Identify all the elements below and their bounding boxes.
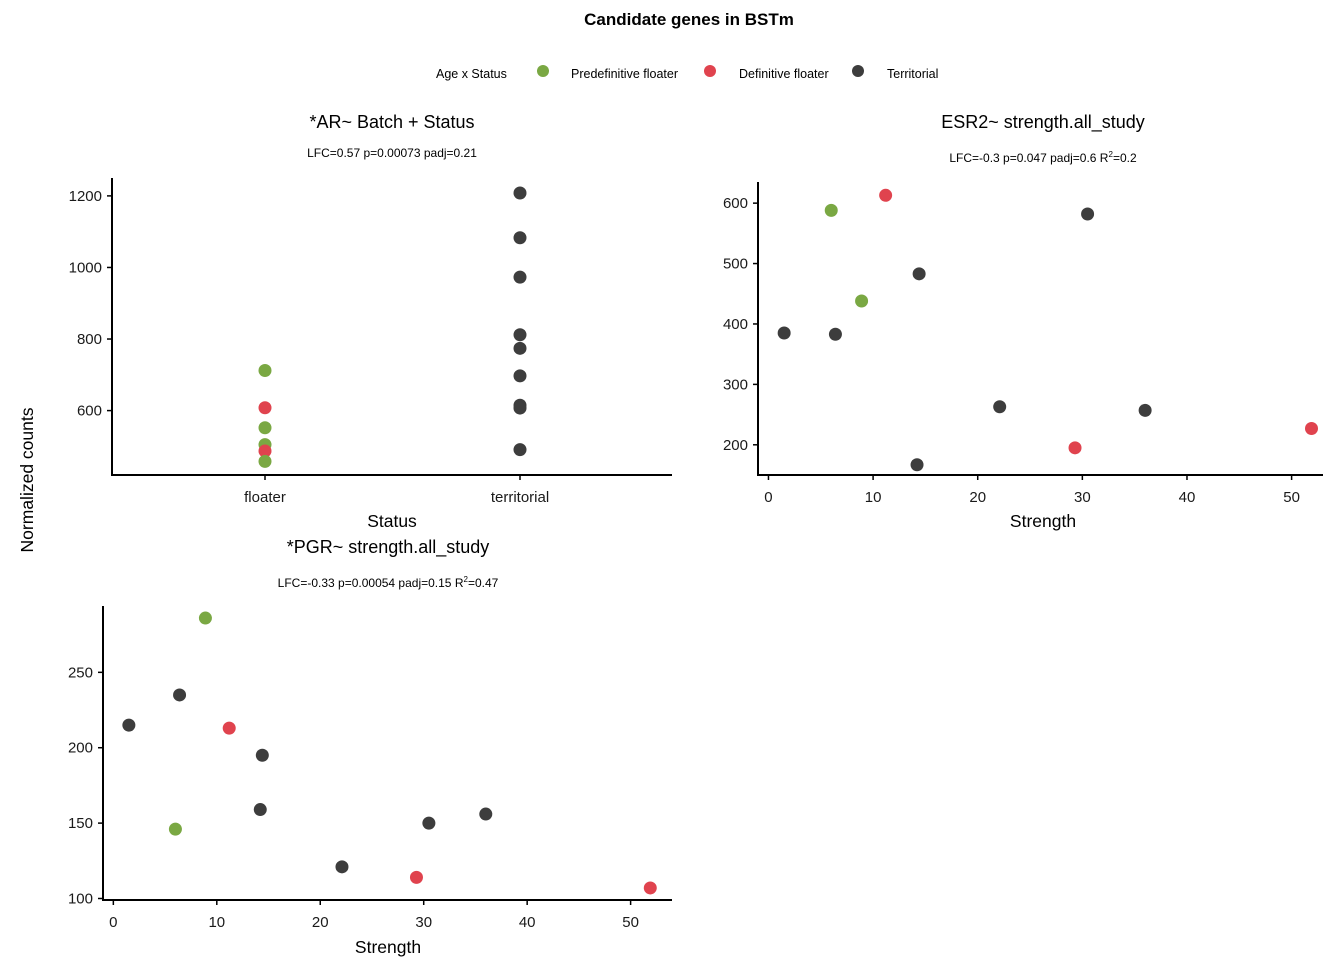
x-tick-label: 40 [1179, 489, 1196, 506]
panel-ar-subtitle: LFC=0.57 p=0.00073 padj=0.21 [307, 146, 477, 160]
y-tick-label: 1000 [69, 259, 102, 276]
panel-ar-title: *AR~ Batch + Status [309, 112, 474, 132]
data-point-terr [255, 748, 269, 762]
data-point-terr [910, 458, 924, 472]
data-point-pre [824, 203, 838, 217]
data-point-terr [422, 816, 436, 830]
y-tick-label: 300 [723, 376, 748, 393]
x-tick-label: 0 [109, 914, 117, 931]
legend-title: Age x Status [436, 67, 507, 81]
panel-pgr: *PGR~ strength.all_study LFC=-0.33 p=0.0… [68, 537, 672, 957]
panel-ar-plot: 600 800 1000 1200 floater territorial [69, 178, 672, 506]
data-point-terr [1138, 403, 1152, 417]
panel-ar-x-label: Status [367, 511, 417, 531]
panel-esr2-subtitle-sup: 2 [1108, 150, 1113, 159]
data-point-terr [1081, 207, 1095, 221]
data-point-terr [173, 688, 187, 702]
x-tick-label: 30 [415, 914, 432, 931]
data-point-pre [855, 294, 869, 308]
data-point-terr [513, 328, 527, 342]
figure-title: Candidate genes in BSTm [584, 10, 794, 29]
y-tick-label: 1200 [69, 188, 102, 205]
data-point-def [409, 870, 423, 884]
panel-esr2-subtitle-main: LFC=-0.3 p=0.047 padj=0.6 R [949, 151, 1108, 165]
legend-label-territorial: Territorial [887, 67, 938, 81]
data-point-pre [198, 611, 212, 625]
panel-esr2-title: ESR2~ strength.all_study [941, 112, 1145, 133]
panel-esr2-subtitle: LFC=-0.3 p=0.047 padj=0.6 R2=0.2 [949, 150, 1137, 165]
data-point-terr [479, 807, 493, 821]
data-point-terr [513, 401, 527, 415]
panel-pgr-plot: 100 150 200 250 0 10 20 30 40 50 [68, 606, 672, 931]
y-axis-label: Normalized counts [17, 407, 37, 552]
panel-esr2-x-label: Strength [1010, 511, 1076, 531]
x-tick-label: territorial [491, 489, 549, 506]
panel-pgr-subtitle-end: =0.47 [468, 576, 499, 590]
legend-swatch-territorial [852, 65, 864, 77]
data-point-terr [777, 326, 791, 340]
data-point-terr [912, 267, 926, 281]
data-point-pre [258, 454, 272, 468]
x-tick-label: 50 [1283, 489, 1300, 506]
panel-esr2: ESR2~ strength.all_study LFC=-0.3 p=0.04… [723, 112, 1323, 531]
data-point-pre [258, 364, 272, 378]
data-point-terr [122, 718, 136, 732]
data-point-terr [513, 231, 527, 245]
panel-esr2-plot: 200 300 400 500 600 0 10 20 30 40 50 [723, 182, 1323, 506]
y-tick-label: 100 [68, 890, 93, 907]
legend-swatch-predefinitive [537, 65, 549, 77]
data-point-def [1304, 421, 1318, 435]
panel-pgr-x-label: Strength [355, 937, 421, 957]
y-tick-label: 150 [68, 815, 93, 832]
data-point-terr [513, 186, 527, 200]
legend-label-predefinitive: Predefinitive floater [571, 67, 678, 81]
panel-pgr-title: *PGR~ strength.all_study [287, 537, 490, 558]
x-tick-label: 20 [312, 914, 329, 931]
legend-swatch-definitive [704, 65, 716, 77]
data-point-terr [335, 860, 349, 874]
y-tick-label: 400 [723, 316, 748, 333]
x-tick-label: 40 [519, 914, 536, 931]
data-point-terr [513, 341, 527, 355]
data-point-pre [258, 421, 272, 435]
panel-pgr-subtitle: LFC=-0.33 p=0.00054 padj=0.15 R2=0.47 [278, 575, 499, 590]
data-point-def [1068, 441, 1082, 455]
data-point-terr [513, 270, 527, 284]
y-tick-label: 200 [68, 740, 93, 757]
data-point-def [643, 881, 657, 895]
y-tick-label: 800 [77, 331, 102, 348]
panel-pgr-subtitle-sup: 2 [463, 575, 468, 584]
data-point-terr [513, 443, 527, 457]
y-tick-label: 250 [68, 664, 93, 681]
legend: Age x Status Predefinitive floater Defin… [436, 65, 938, 81]
data-point-terr [253, 803, 267, 817]
data-point-terr [828, 327, 842, 341]
data-point-terr [513, 369, 527, 383]
y-tick-label: 600 [723, 195, 748, 212]
y-tick-label: 600 [77, 403, 102, 420]
data-point-def [258, 444, 272, 458]
panel-ar: *AR~ Batch + Status LFC=0.57 p=0.00073 p… [69, 112, 672, 531]
y-tick-label: 200 [723, 437, 748, 454]
x-tick-label: floater [244, 489, 286, 506]
legend-label-definitive: Definitive floater [739, 67, 829, 81]
x-tick-label: 10 [208, 914, 225, 931]
data-point-def [879, 188, 893, 202]
x-tick-label: 10 [865, 489, 882, 506]
x-tick-label: 30 [1074, 489, 1091, 506]
data-point-def [258, 401, 272, 415]
y-tick-label: 500 [723, 256, 748, 273]
x-tick-label: 0 [764, 489, 772, 506]
panel-esr2-subtitle-end: =0.2 [1113, 151, 1137, 165]
data-point-pre [168, 822, 182, 836]
panel-pgr-subtitle-main: LFC=-0.33 p=0.00054 padj=0.15 R [278, 576, 464, 590]
data-point-def [222, 721, 236, 735]
data-point-terr [993, 400, 1007, 414]
x-tick-label: 50 [622, 914, 639, 931]
x-tick-label: 20 [969, 489, 986, 506]
